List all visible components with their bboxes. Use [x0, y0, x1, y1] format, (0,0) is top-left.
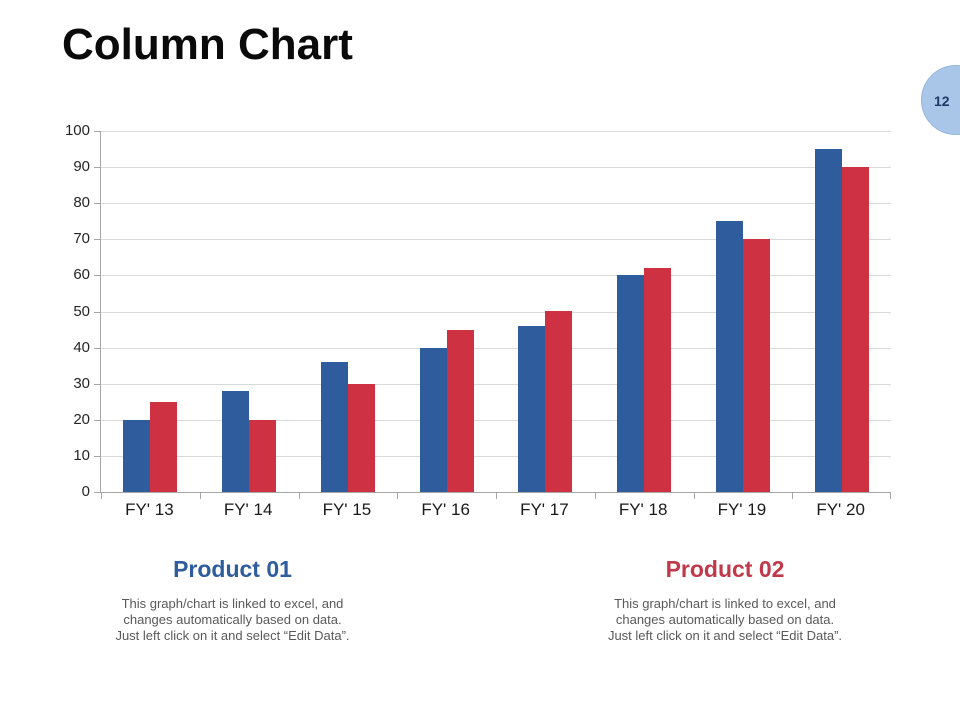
gridline-40: [101, 347, 891, 349]
gridline-100: [101, 131, 891, 132]
legend-desc-line: Just left click on it and select “Edit D…: [607, 628, 843, 643]
bar-product-01-fy-13[interactable]: [123, 420, 151, 492]
gridline-50: [101, 311, 891, 313]
y-axis-tick-label: 80: [73, 194, 90, 212]
plot-area[interactable]: [94, 131, 891, 499]
bar-product-01-fy-16[interactable]: [419, 348, 447, 492]
y-axis-tick: [94, 167, 100, 169]
x-axis-category-label: FY' 17: [520, 500, 569, 519]
y-axis-tick: [94, 131, 100, 132]
x-axis-tick: [595, 493, 596, 499]
y-axis-tick-label: 100: [64, 122, 90, 139]
x-axis-category-label: FY' 16: [421, 500, 470, 519]
x-axis-tick: [299, 493, 300, 499]
x-axis-tick: [694, 493, 695, 499]
bar-product-01-fy-15[interactable]: [320, 362, 348, 492]
gridline-90: [101, 167, 891, 169]
x-axis-category-label: FY' 13: [125, 500, 174, 519]
x-axis-category-label: FY' 14: [223, 500, 273, 519]
legend-desc-line: Just left click on it and select “Edit D…: [115, 628, 350, 643]
legend-desc-line: This graph/chart is linked to excel, and: [121, 596, 344, 611]
page-number: 12: [934, 93, 950, 109]
y-axis-tick-label: 60: [73, 266, 90, 284]
x-axis-tick: [792, 493, 793, 499]
x-axis-tick: [397, 493, 398, 499]
gridline-60: [101, 275, 891, 277]
bar-product-01-fy-17[interactable]: [518, 326, 546, 492]
y-axis-tick-label: 50: [73, 302, 90, 320]
gridline-10: [101, 455, 891, 457]
gridline-30: [101, 383, 891, 385]
bar-product-01-fy-20[interactable]: [814, 149, 842, 492]
x-axis-labels: FY' 13 FY' 14 FY' 15 FY' 16 FY' 17 FY' 18 FY' …: [100, 500, 890, 524]
y-axis-tick: [94, 203, 100, 205]
y-axis-tick-label: 30: [73, 374, 90, 392]
legend-product-01: Product 01 This graph/chart is linked to…: [47, 556, 418, 644]
y-axis-tick: [94, 383, 100, 385]
bar-product-02-fy-20[interactable]: [841, 167, 869, 492]
x-axis-category-label: FY' 15: [322, 500, 372, 519]
y-axis-tick-label: 10: [73, 446, 90, 464]
y-axis-labels: 0 10 20 30 40 50 60 70 80 90 100: [38, 122, 90, 500]
bar-product-01-fy-14[interactable]: [222, 391, 250, 492]
y-axis-tick: [94, 492, 100, 493]
bar-product-02-fy-18[interactable]: [644, 268, 672, 492]
bar-product-02-fy-13[interactable]: [150, 402, 178, 492]
y-axis-tick-label: 40: [73, 338, 90, 356]
x-axis-category-label: FY' 19: [717, 500, 767, 519]
y-axis-tick-label: 0: [81, 483, 90, 500]
x-axis-tick: [496, 493, 497, 499]
x-axis-category-label: FY' 20: [816, 500, 865, 519]
gridline-80: [101, 203, 891, 205]
bar-product-02-fy-14[interactable]: [249, 420, 277, 492]
x-axis-tick: [890, 493, 891, 499]
bar-product-02-fy-19[interactable]: [742, 239, 770, 492]
x-axis-tick: [101, 493, 102, 499]
y-axis-tick-label: 70: [73, 230, 90, 248]
gridline-70: [101, 239, 891, 241]
legend-desc-line: changes automatically based on data.: [123, 612, 342, 627]
gridline-20: [101, 419, 891, 421]
bar-product-02-fy-17[interactable]: [545, 311, 573, 492]
bar-product-01-fy-18[interactable]: [617, 275, 645, 492]
legend-product-02: Product 02 This graph/chart is linked to…: [540, 556, 910, 644]
y-axis-tick: [94, 275, 100, 277]
bar-product-01-fy-19[interactable]: [715, 221, 743, 492]
y-axis-tick: [94, 239, 100, 241]
legend-product-01-title: Product 01: [173, 556, 292, 582]
y-axis-tick: [94, 311, 100, 313]
bar-product-02-fy-16[interactable]: [446, 330, 474, 492]
legend-product-01-description: This graph/chart is linked to excel, and…: [47, 596, 418, 644]
x-axis-tick: [200, 493, 201, 499]
x-axis-category-label: FY' 18: [618, 500, 668, 519]
legend-desc-line: changes automatically based on data.: [615, 612, 835, 627]
legend-desc-line: This graph/chart is linked to excel, and: [614, 596, 836, 611]
page-title: Column Chart: [62, 20, 353, 69]
y-axis-tick: [94, 455, 100, 457]
legend-product-02-title: Product 02: [665, 556, 785, 582]
y-axis-tick-label: 20: [73, 410, 90, 428]
y-axis-tick: [94, 347, 100, 349]
y-axis-tick: [94, 419, 100, 421]
bar-product-02-fy-15[interactable]: [347, 384, 375, 492]
y-axis-tick-label: 90: [73, 158, 90, 176]
legend-product-02-description: This graph/chart is linked to excel, and…: [540, 596, 910, 644]
page-number-badge: 12: [921, 65, 960, 135]
